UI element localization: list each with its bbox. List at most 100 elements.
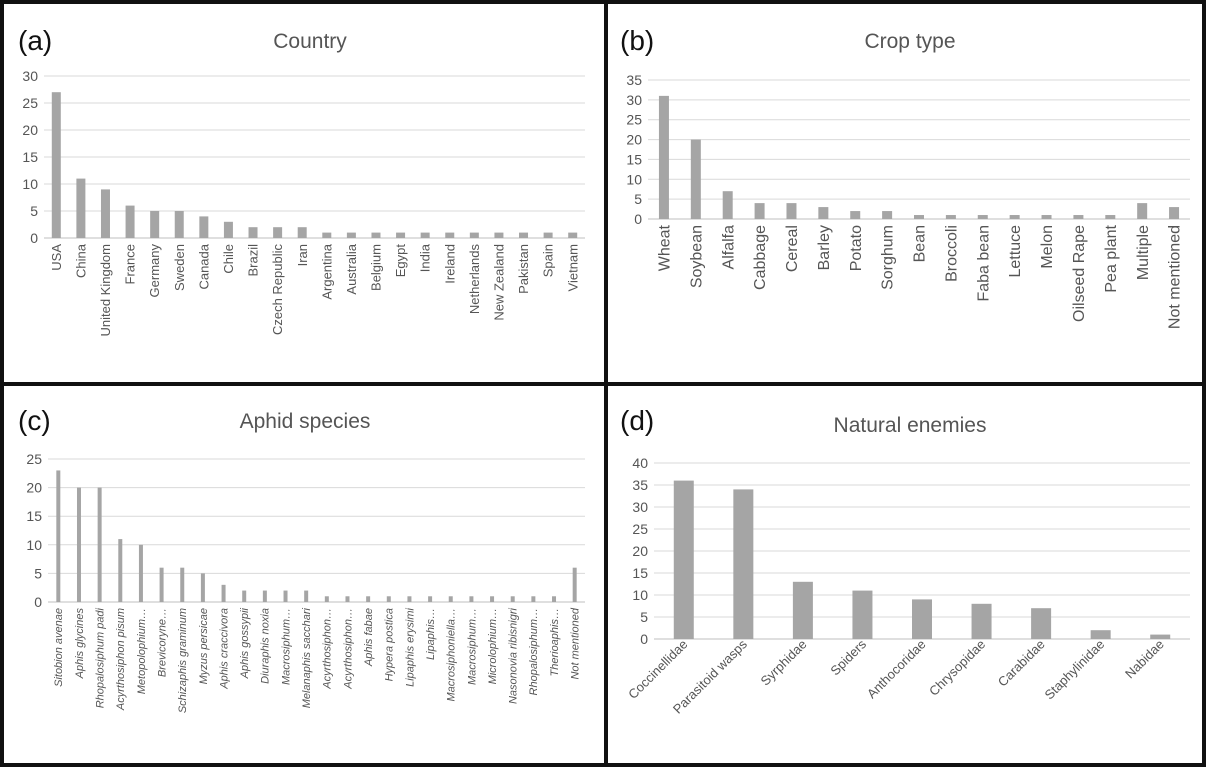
x-tick-label: Canada [196, 243, 211, 289]
bar [386, 596, 391, 602]
x-tick-label: United Kingdom [98, 244, 113, 337]
bar [56, 470, 61, 602]
bar [733, 489, 754, 639]
y-tick-label: 15 [626, 151, 642, 167]
x-tick-label: Argentina [319, 243, 334, 299]
x-tick-label: Not mentioned [570, 607, 582, 679]
x-tick-label: Coccinellidae [625, 637, 690, 702]
bar [324, 596, 329, 602]
x-tick-label: Faba bean [975, 225, 992, 302]
y-tick-label: 0 [634, 211, 642, 227]
x-tick-label: China [73, 243, 88, 278]
bar [1090, 630, 1111, 639]
bar [469, 596, 474, 602]
x-tick-label: Not mentioned [1167, 225, 1184, 329]
panel-d-title: Natural enemies [834, 414, 987, 437]
x-tick-label: Sweden [172, 244, 187, 291]
x-tick-label: Bean [912, 225, 929, 262]
bar [283, 590, 288, 602]
x-tick-label: Therioaphis… [549, 608, 561, 676]
bar [572, 567, 577, 602]
x-tick-label: Netherlands [467, 244, 482, 315]
y-tick-label: 10 [22, 176, 38, 192]
x-tick-label: Barley [816, 225, 833, 270]
bar [1150, 634, 1171, 639]
y-tick-label: 5 [34, 565, 42, 581]
bar [100, 189, 110, 238]
x-tick-label: Microlophium… [487, 608, 499, 684]
x-tick-label: Cereal [784, 225, 801, 272]
bar [1137, 203, 1148, 219]
bar [543, 232, 553, 238]
bar [494, 232, 504, 238]
bar [199, 216, 209, 238]
bar [366, 596, 371, 602]
x-tick-label: Potato [848, 225, 865, 271]
bar [346, 232, 356, 238]
x-tick-label: Vietnam [565, 244, 580, 291]
bar [1073, 215, 1084, 219]
y-tick-label: 5 [30, 203, 38, 219]
x-tick-label: Belgium [369, 244, 384, 291]
bar [76, 487, 81, 602]
x-tick-label: Pakistan [516, 244, 531, 294]
panel-b: (b) Crop type 0 5 10 15 20 25 30 35 Wheat Soybean… [604, 0, 1206, 386]
x-tick-label: Schizaphis graminum [177, 608, 189, 713]
x-tick-label: Sitobion avenae [53, 608, 65, 687]
bar [150, 211, 160, 238]
bar [912, 599, 932, 639]
bar [850, 211, 861, 219]
y-tick-label: 10 [626, 171, 642, 187]
x-tick-label: Brazil [246, 244, 261, 277]
y-tick-label: 30 [626, 92, 642, 108]
bar [552, 596, 557, 602]
bar [914, 215, 924, 219]
x-tick-label: Germany [147, 244, 162, 298]
x-tick-label: Aphis craccivora [218, 608, 230, 690]
bar [792, 581, 813, 639]
bar [118, 539, 123, 602]
bar [138, 544, 143, 602]
y-tick-label: 35 [626, 72, 642, 88]
bar [1041, 215, 1052, 219]
bar [97, 487, 102, 602]
bar [273, 227, 283, 238]
y-tick-label: 0 [34, 594, 42, 610]
bar [754, 203, 765, 219]
x-tick-label: Staphylinidae [1042, 637, 1108, 703]
bar [510, 596, 515, 602]
panel-d-border [604, 382, 1206, 767]
y-tick-label: 5 [634, 191, 642, 207]
bar [297, 227, 307, 238]
x-tick-label: Carabidae [995, 637, 1048, 690]
bar [977, 215, 988, 219]
x-tick-label: Spain [541, 244, 556, 277]
bar [519, 232, 529, 238]
bar [690, 139, 701, 219]
bar [448, 596, 453, 602]
x-tick-label: Nabidae [1122, 637, 1167, 682]
y-tick-label: 10 [26, 537, 42, 553]
panel-d-plot: 0510152025303540CoccinellidaeParasitoid … [625, 455, 1190, 717]
x-tick-label: Macrosiphoniella… [446, 608, 458, 702]
y-tick-label: 25 [22, 95, 38, 111]
x-tick-label: Rhopalosiphum… [528, 608, 540, 695]
y-tick-label: 0 [640, 631, 648, 647]
x-tick-label: Metopolophium… [136, 608, 148, 694]
x-tick-label: Aphis fabae [363, 608, 375, 667]
panel-b-letter: (b) [620, 25, 654, 56]
x-tick-label: Czech Republic [270, 244, 285, 336]
bar [223, 221, 233, 238]
x-tick-label: Ireland [442, 244, 457, 284]
bar [180, 567, 185, 602]
bar [371, 232, 381, 238]
y-tick-label: 35 [632, 477, 648, 493]
x-tick-label: Multiple [1135, 225, 1152, 280]
bar [1009, 215, 1020, 219]
x-tick-label: Acyrthosiphon… [322, 608, 334, 690]
x-tick-label: Oilseed Rape [1071, 225, 1088, 322]
bar [345, 596, 350, 602]
bar [722, 191, 733, 219]
bar [159, 567, 164, 602]
x-tick-label: Cabbage [752, 225, 769, 290]
